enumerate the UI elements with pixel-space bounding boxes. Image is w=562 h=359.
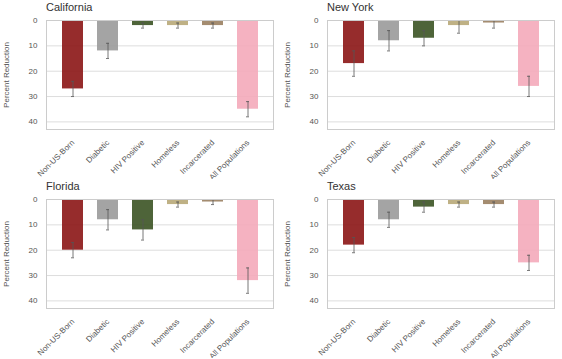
svg-text:All Populations: All Populations [488, 317, 532, 358]
svg-text:Non-US-Born: Non-US-Born [317, 138, 357, 178]
svg-text:30: 30 [29, 92, 38, 101]
svg-text:10: 10 [310, 220, 319, 229]
svg-text:0: 0 [314, 195, 319, 204]
svg-text:Homeless: Homeless [150, 138, 182, 170]
svg-text:Percent Reduction: Percent Reduction [283, 42, 292, 108]
svg-text:Non-US-Born: Non-US-Born [36, 138, 76, 178]
svg-text:HIV Positive: HIV Positive [109, 317, 147, 355]
svg-text:Non-US-Born: Non-US-Born [317, 317, 357, 357]
svg-text:20: 20 [310, 246, 319, 255]
svg-text:Diabetic: Diabetic [365, 138, 392, 165]
html-text:Florida: Florida [46, 180, 80, 192]
svg-text:10: 10 [29, 220, 38, 229]
svg-text:40: 40 [29, 117, 38, 126]
svg-text:20: 20 [29, 246, 38, 255]
svg-text:Incarcerated: Incarcerated [459, 138, 497, 176]
svg-text:40: 40 [310, 117, 319, 126]
svg-text:HIV Positive: HIV Positive [390, 317, 428, 355]
html-text:New York: New York [327, 1, 374, 13]
svg-text:10: 10 [310, 41, 319, 50]
svg-text:HIV Positive: HIV Positive [109, 138, 147, 176]
svg-text:Diabetic: Diabetic [84, 317, 111, 344]
svg-text:Diabetic: Diabetic [84, 138, 111, 165]
svg-text:40: 40 [310, 296, 319, 305]
svg-text:20: 20 [310, 67, 319, 76]
svg-text:Incarcerated: Incarcerated [178, 317, 216, 355]
svg-text:Diabetic: Diabetic [365, 317, 392, 344]
svg-text:Non-US-Born: Non-US-Born [36, 317, 76, 357]
svg-text:Percent Reduction: Percent Reduction [283, 221, 292, 287]
svg-text:Incarcerated: Incarcerated [459, 317, 497, 355]
svg-text:30: 30 [310, 271, 319, 280]
svg-text:All Populations: All Populations [207, 317, 251, 358]
svg-text:0: 0 [314, 16, 319, 25]
svg-text:Homeless: Homeless [150, 317, 182, 349]
svg-text:All Populations: All Populations [207, 138, 251, 179]
svg-text:Percent Reduction: Percent Reduction [2, 42, 11, 108]
svg-text:10: 10 [29, 41, 38, 50]
svg-text:Incarcerated: Incarcerated [178, 138, 216, 176]
svg-text:30: 30 [29, 271, 38, 280]
svg-text:0: 0 [33, 16, 38, 25]
svg-text:HIV Positive: HIV Positive [390, 138, 428, 176]
svg-text:30: 30 [310, 92, 319, 101]
svg-text:All Populations: All Populations [488, 138, 532, 179]
svg-text:40: 40 [29, 296, 38, 305]
svg-text:Homeless: Homeless [431, 138, 463, 170]
svg-text:Percent Reduction: Percent Reduction [2, 221, 11, 287]
svg-text:20: 20 [29, 67, 38, 76]
svg-text:0: 0 [33, 195, 38, 204]
svg-text:Homeless: Homeless [431, 317, 463, 349]
html-text:Texas: Texas [327, 180, 356, 192]
html-text:California: California [46, 1, 93, 13]
